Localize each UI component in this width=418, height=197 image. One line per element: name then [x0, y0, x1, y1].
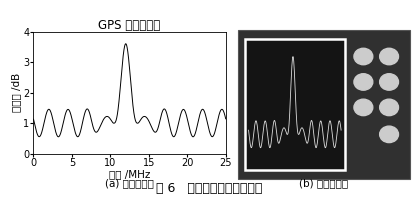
Circle shape — [380, 126, 398, 143]
Bar — [245, 39, 344, 170]
Circle shape — [380, 99, 398, 116]
Circle shape — [354, 74, 373, 90]
Title: GPS 信号频谱图: GPS 信号频谱图 — [99, 19, 161, 32]
Text: 图 6   基带／中频模块频谱图: 图 6 基带／中频模块频谱图 — [156, 182, 262, 195]
Circle shape — [380, 74, 398, 90]
Text: (b) 测试波形图: (b) 测试波形图 — [299, 178, 349, 188]
Circle shape — [354, 48, 373, 65]
Circle shape — [380, 48, 398, 65]
Y-axis label: 功率谱 /dB: 功率谱 /dB — [12, 73, 22, 112]
Circle shape — [354, 99, 373, 116]
X-axis label: 频率 /MHz: 频率 /MHz — [109, 169, 150, 179]
Text: (a) 仿真波形图: (a) 仿真波形图 — [105, 178, 154, 188]
